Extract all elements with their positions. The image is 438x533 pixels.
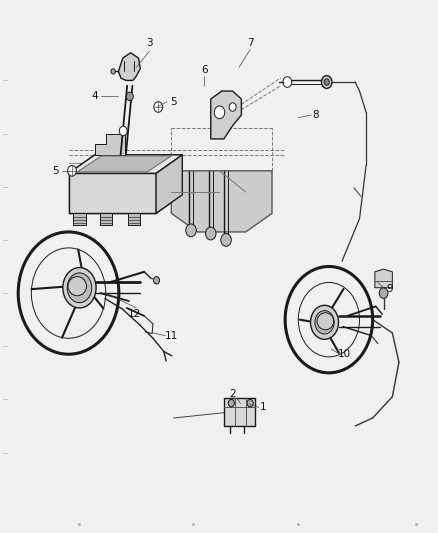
Ellipse shape bbox=[316, 313, 333, 330]
Text: 5: 5 bbox=[52, 166, 59, 176]
Polygon shape bbox=[171, 171, 272, 232]
Circle shape bbox=[111, 69, 115, 74]
Circle shape bbox=[229, 103, 236, 111]
Polygon shape bbox=[128, 213, 140, 225]
Circle shape bbox=[247, 399, 253, 407]
Circle shape bbox=[314, 311, 333, 334]
Circle shape bbox=[220, 233, 231, 246]
Polygon shape bbox=[374, 269, 392, 288]
Polygon shape bbox=[118, 53, 140, 80]
Circle shape bbox=[310, 305, 338, 340]
Text: 8: 8 bbox=[312, 110, 318, 120]
Circle shape bbox=[321, 76, 331, 88]
Text: 10: 10 bbox=[337, 349, 350, 359]
Circle shape bbox=[205, 227, 215, 240]
Ellipse shape bbox=[68, 277, 86, 296]
Circle shape bbox=[126, 92, 133, 101]
Text: 1: 1 bbox=[259, 402, 266, 413]
Text: 6: 6 bbox=[201, 65, 207, 75]
Circle shape bbox=[378, 288, 387, 298]
Polygon shape bbox=[223, 398, 254, 426]
Text: 9: 9 bbox=[386, 284, 392, 294]
Circle shape bbox=[185, 224, 196, 237]
Polygon shape bbox=[68, 173, 155, 213]
Text: 7: 7 bbox=[246, 38, 253, 48]
Polygon shape bbox=[73, 213, 85, 225]
Circle shape bbox=[63, 268, 96, 308]
Circle shape bbox=[67, 165, 76, 176]
Circle shape bbox=[283, 77, 291, 87]
Circle shape bbox=[153, 277, 159, 284]
Text: 5: 5 bbox=[170, 96, 177, 107]
Polygon shape bbox=[68, 155, 182, 173]
Circle shape bbox=[119, 126, 127, 136]
Text: 12: 12 bbox=[127, 309, 141, 319]
Polygon shape bbox=[210, 91, 241, 139]
Text: 3: 3 bbox=[146, 38, 152, 48]
Polygon shape bbox=[95, 134, 125, 155]
Polygon shape bbox=[155, 155, 182, 213]
Polygon shape bbox=[77, 156, 171, 172]
Circle shape bbox=[67, 273, 92, 303]
Circle shape bbox=[323, 79, 328, 85]
Circle shape bbox=[153, 102, 162, 112]
Text: 4: 4 bbox=[91, 91, 98, 101]
Circle shape bbox=[228, 399, 234, 407]
Text: 11: 11 bbox=[164, 330, 177, 341]
Circle shape bbox=[214, 106, 224, 119]
Text: 2: 2 bbox=[229, 389, 235, 399]
Polygon shape bbox=[99, 213, 112, 225]
